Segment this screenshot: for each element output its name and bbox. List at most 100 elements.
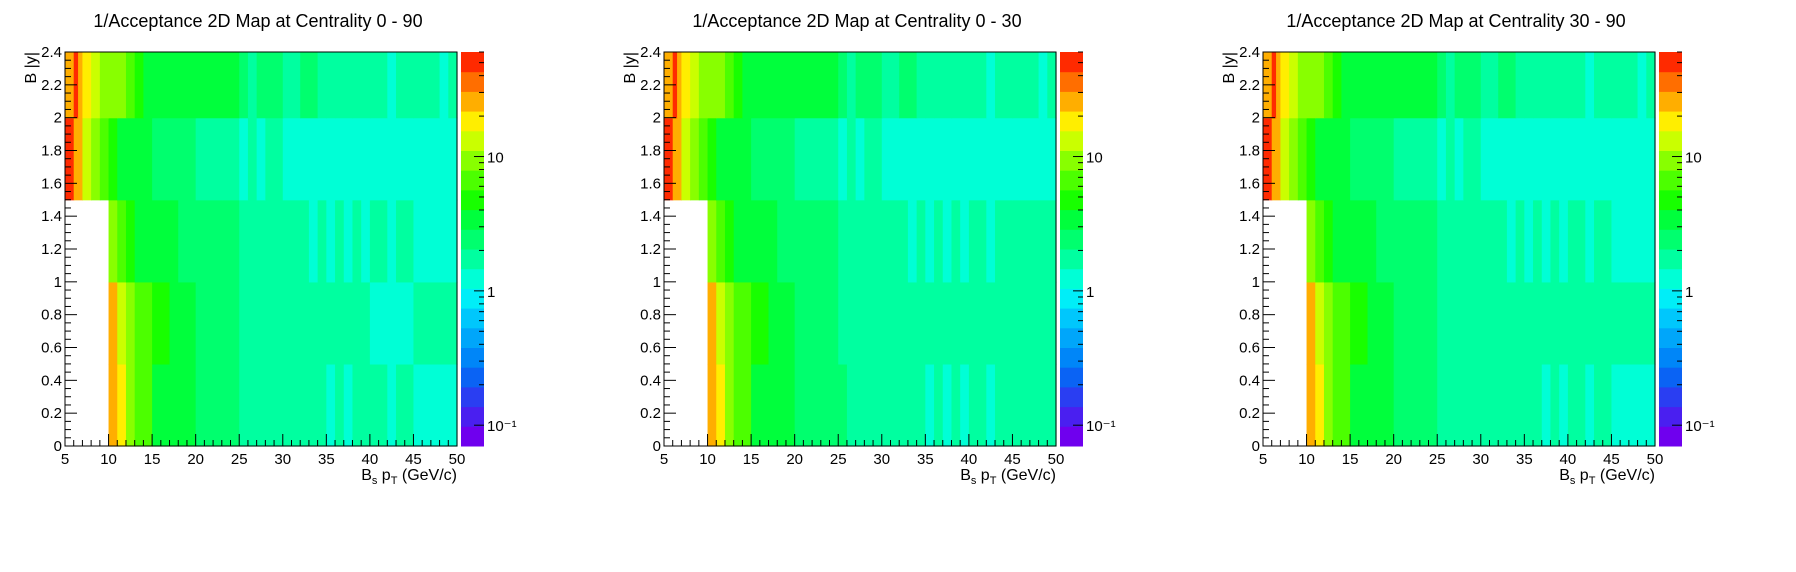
heatmap-cell [934,199,944,283]
heatmap-cell [326,52,336,119]
x-tick-label: 5 [61,451,69,468]
heatmap-cell [82,52,92,119]
heatmap-cell [1611,199,1656,283]
heatmap-cell [1315,199,1325,283]
colorbar-segment [1060,130,1083,151]
heatmap-cell [1323,199,1334,283]
heatmap-cell [690,52,700,119]
heatmap-cell [1289,117,1299,201]
x-axis-label: Bs pT (GeV/c) [960,467,1056,487]
y-tick-label: 0.4 [640,372,661,389]
x-axis-ticks [64,434,458,446]
heatmap-cell [733,363,752,447]
heatmap-cell [1306,363,1316,447]
colorbar-segment [1060,386,1083,408]
heatmap-cell [1611,363,1656,447]
heatmap-cell [1315,281,1325,365]
heatmap-cell [690,117,700,201]
heatmap-cell [108,117,118,201]
chart-title: 1/Acceptance 2D Map at Centrality 30 - 9… [1286,11,1625,31]
heatmap-cell [125,117,136,201]
heatmap-cell [143,52,153,119]
heatmap-svg: 5 10 15 20 25 30 35 40 45 50 0 0.2 0.4 0.6 0.8 1 1.2 1.4 1… [622,11,1116,487]
colorbar-segment [1060,249,1083,270]
heatmap-cell [1611,281,1656,365]
y-tick-label: 0.8 [41,307,62,324]
heatmap-cell [1332,199,1351,283]
colorbar-segment [461,189,484,211]
heatmap-cell [881,281,926,365]
heatmap-cell [995,199,1014,283]
heatmap-cell [1012,199,1057,283]
y-tick-label: 2.2 [640,77,661,94]
colorbar-segment [1659,209,1682,230]
heatmap-cell [733,117,752,201]
x-tick-label: 35 [1516,451,1533,468]
heatmap-cell [881,117,926,201]
x-tick-label: 5 [660,451,668,468]
heatmap-cell [864,117,883,201]
heatmap-cell [724,117,735,201]
y-tick-label: 0.6 [1239,340,1260,357]
heatmap-cell [1012,281,1057,365]
colorbar-segment [1659,130,1682,151]
heatmap-cell [1445,117,1456,201]
heatmap-cell [1533,52,1552,119]
x-tick-label: 30 [873,451,890,468]
heatmap-cell [213,363,223,447]
heatmap-cell [1480,281,1525,365]
heatmap-cell [413,363,458,447]
heatmap-cell [178,117,197,201]
heatmap-cell [308,199,319,283]
heatmap-cell [1498,52,1517,119]
heatmap-cell [82,117,92,201]
heatmap-cell [698,52,709,119]
heatmap-cell [1524,363,1543,447]
heatmap-cell [768,281,796,365]
heatmap-cell [707,281,717,365]
colorbar-segment [1060,327,1083,348]
heatmap-cell [335,363,345,447]
heatmap-cell [1524,117,1569,201]
heatmap-cell [413,281,458,365]
heatmap-cells [65,52,458,447]
y-tick-label: 2 [1252,110,1260,127]
x-tick-label: 50 [449,451,466,468]
heatmap-cell [134,281,153,365]
colorbar-tick-label: 1 [1086,284,1094,301]
heatmap-cell [99,52,110,119]
colorbar-segment [1659,189,1682,211]
colorbar-tick-label: 1 [487,284,495,301]
heatmap-cell [108,199,118,283]
heatmap-cell [1393,281,1438,365]
heatmap-cell [707,199,717,283]
heatmap-cell [300,52,319,119]
heatmap-cell [1323,52,1334,119]
colorbar-segment [1659,347,1682,368]
colorbar-tick-label: 10⁻¹ [1086,418,1116,435]
heatmap-cell [707,363,717,447]
heatmap-cell [1515,52,1525,119]
heatmap-cell [343,363,354,447]
heatmap-cell [1550,199,1560,283]
heatmap-cell [968,199,987,283]
colorbar-segment [1060,111,1083,132]
heatmap-cell [195,52,240,119]
x-tick-label: 50 [1647,451,1664,468]
heatmap-cell [794,52,839,119]
colorbar-segment [1060,367,1083,388]
x-tick-label: 25 [830,451,847,468]
heatmap-cell [326,363,336,447]
heatmap-svg: 5 10 15 20 25 30 35 40 45 50 0 0.2 0.4 0.6 0.8 1 1.2 1.4 1… [23,11,517,487]
colorbar-tick-label: 10⁻¹ [487,418,517,435]
heatmap-cell [125,281,136,365]
heatmap-cell [1315,363,1325,447]
heatmap-cell [125,199,136,283]
heatmap-cell [134,52,144,119]
heatmap-cell [960,199,970,283]
heatmap-cell [439,52,449,119]
heatmap-cell [1350,199,1377,283]
y-tick-label: 1.8 [41,143,62,160]
heatmap-cell [1541,199,1552,283]
heatmap-cell [934,52,953,119]
